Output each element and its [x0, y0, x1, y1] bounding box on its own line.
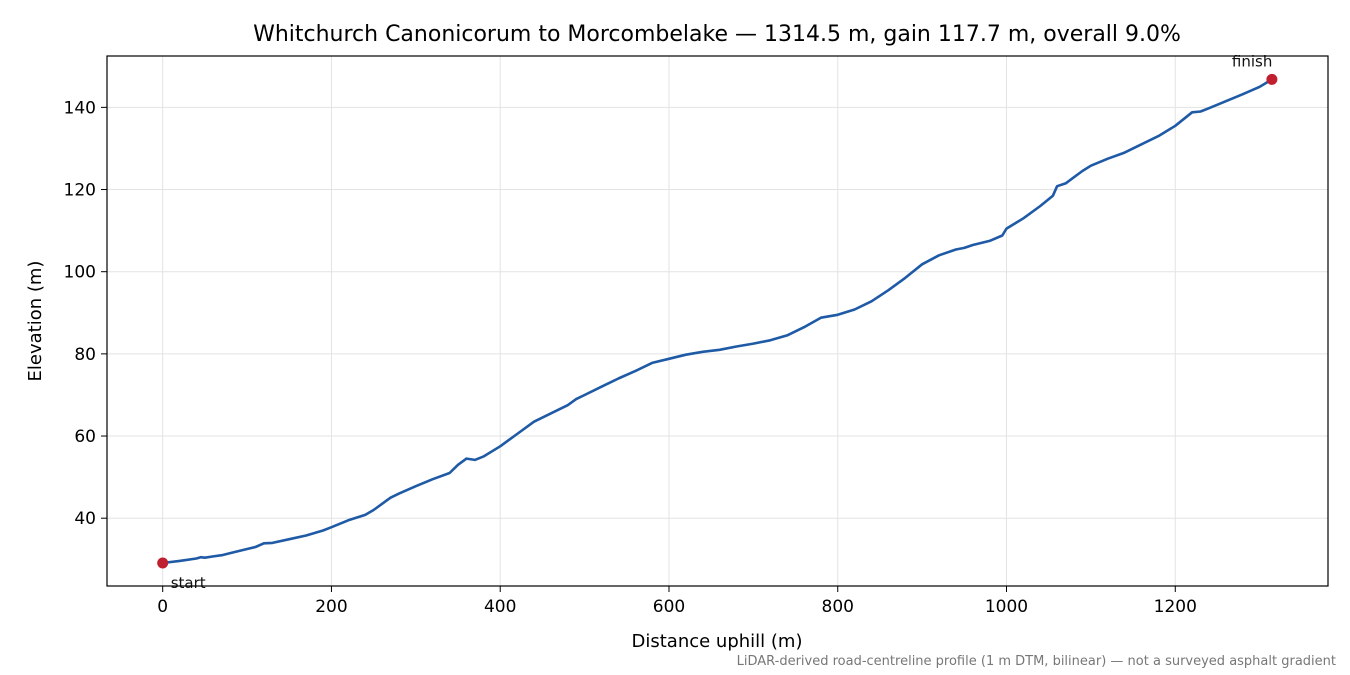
- y-tick-label: 80: [74, 345, 96, 365]
- x-axis-label: Distance uphill (m): [632, 631, 803, 652]
- plot-frame: [106, 55, 1329, 587]
- grid-lines: [107, 56, 1328, 586]
- y-tick-label: 60: [74, 427, 96, 447]
- footnote: LiDAR-derived road-centreline profile (1…: [737, 654, 1336, 669]
- x-tick-label: 1000: [985, 597, 1028, 617]
- elevation-line: [161, 78, 1274, 565]
- x-tick-label: 1200: [1154, 597, 1197, 617]
- tick-layer: 0 200 400 600 800 1000 1200 40 60 80 100 120 140: [64, 98, 1197, 617]
- start-annotation: start: [171, 574, 206, 592]
- y-tick-label: 140: [64, 98, 96, 118]
- x-tick-label: 200: [315, 597, 347, 617]
- series-layer: [161, 78, 1274, 565]
- y-tick-label: 120: [64, 181, 96, 201]
- y-axis-label: Elevation (m): [25, 261, 46, 382]
- x-tick-label: 800: [822, 597, 854, 617]
- x-tick-label: 600: [653, 597, 685, 617]
- x-tick-label: 0: [157, 597, 168, 617]
- x-tick-label: 400: [484, 597, 516, 617]
- y-tick-label: 100: [64, 263, 96, 283]
- finish-annotation: finish: [1232, 52, 1272, 70]
- y-tick-label: 40: [74, 509, 96, 529]
- marker-layer: start finish: [157, 52, 1278, 592]
- finish-marker: [1266, 73, 1278, 85]
- chart-title: Whitchurch Canonicorum to Morcombelake —…: [253, 22, 1181, 47]
- start-marker: [157, 557, 169, 569]
